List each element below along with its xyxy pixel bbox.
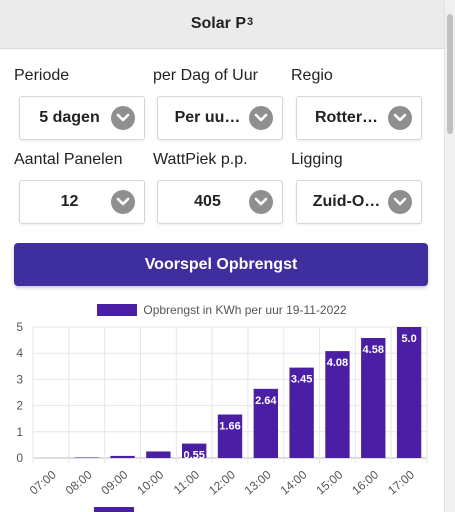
y-tick-label: 1	[16, 425, 23, 439]
bar-data-label: 4.58	[363, 344, 384, 356]
x-tick-label: 16:00	[349, 467, 381, 497]
y-tick-label: 3	[16, 372, 23, 386]
bar-data-label: 2.64	[255, 395, 277, 407]
x-tick-label: 09:00	[98, 467, 130, 497]
app-title-superscript: 3	[247, 16, 254, 28]
chevron-down-icon	[111, 106, 135, 130]
x-tick-label: 15:00	[313, 467, 345, 497]
panelen-label: Aantal Panelen	[14, 151, 123, 168]
x-tick-label: 12:00	[206, 467, 238, 497]
y-tick-label: 0	[16, 451, 23, 465]
dag-of-uur-select-value: Per uu…	[174, 109, 241, 126]
chart-bar	[182, 443, 207, 458]
ligging-select[interactable]: Zuid-O…	[296, 180, 422, 224]
chart-bar	[110, 455, 135, 458]
wattpiek-label: WattPiek p.p.	[153, 151, 248, 168]
legend-swatch-partial	[94, 507, 134, 512]
periode-select[interactable]: 5 dagen	[19, 96, 145, 140]
chart-bar	[361, 338, 386, 458]
chart-legend[interactable]: Opbrengst in KWh per uur 19-11-2022	[0, 302, 444, 318]
chevron-down-icon	[388, 190, 412, 214]
panelen-select-value: 12	[60, 193, 79, 210]
regio-select[interactable]: Rotter…	[296, 96, 422, 140]
bar-data-label: 5.0	[401, 333, 416, 345]
chart-bar	[253, 388, 278, 458]
chevron-down-icon	[111, 190, 135, 214]
x-tick-label: 08:00	[63, 467, 95, 497]
legend-label: Opbrengst in KWh per uur 19-11-2022	[143, 303, 347, 317]
chart-bar	[146, 451, 171, 458]
bar-data-label: 3.45	[291, 374, 312, 386]
panelen-select[interactable]: 12	[19, 180, 145, 224]
regio-select-value: Rotter…	[314, 109, 379, 126]
bar-data-label: 4.08	[327, 357, 348, 369]
yield-bar-chart: 0 1 2 3 4 5 07:00 08:00 09:00 10:00 0.55 11:00 1.66 1…	[16, 320, 428, 498]
x-tick-label: 13:00	[242, 467, 274, 497]
app-title: Solar P	[190, 15, 246, 32]
chevron-down-icon	[249, 190, 273, 214]
scrollbar-thumb[interactable]	[447, 14, 453, 134]
chart-bar	[396, 327, 422, 458]
wattpiek-select[interactable]: 405	[157, 180, 283, 224]
y-tick-label: 2	[16, 399, 23, 413]
x-tick-label: 07:00	[27, 467, 59, 497]
x-tick-label: 11:00	[171, 467, 203, 497]
periode-select-value: 5 dagen	[39, 109, 100, 126]
chevron-down-icon	[249, 106, 273, 130]
periode-label: Periode	[14, 67, 70, 84]
dag-of-uur-select[interactable]: Per uu…	[157, 96, 283, 140]
bar-data-label: 1.66	[219, 421, 240, 433]
dag-of-uur-label: per Dag of Uur	[153, 67, 258, 84]
x-tick-label: 14:00	[278, 467, 310, 497]
chart-bar	[74, 457, 99, 458]
chevron-down-icon	[388, 106, 412, 130]
chart-bar	[217, 414, 243, 458]
chart-bar	[289, 367, 314, 458]
x-tick-label: 17:00	[385, 467, 417, 497]
y-tick-label: 5	[16, 320, 23, 334]
bar-data-label: 0.55	[183, 450, 204, 462]
scrollbar[interactable]	[444, 0, 455, 512]
wattpiek-select-value: 405	[194, 193, 221, 210]
regio-label: Regio	[291, 67, 333, 84]
y-tick-label: 4	[16, 346, 23, 360]
x-tick-label: 10:00	[134, 467, 166, 497]
chart-bar	[325, 351, 350, 458]
ligging-label: Ligging	[291, 151, 343, 168]
forecast-button[interactable]: Voorspel Opbrengst	[14, 243, 428, 286]
ligging-select-value: Zuid-O…	[312, 193, 381, 210]
legend-swatch	[97, 304, 138, 316]
